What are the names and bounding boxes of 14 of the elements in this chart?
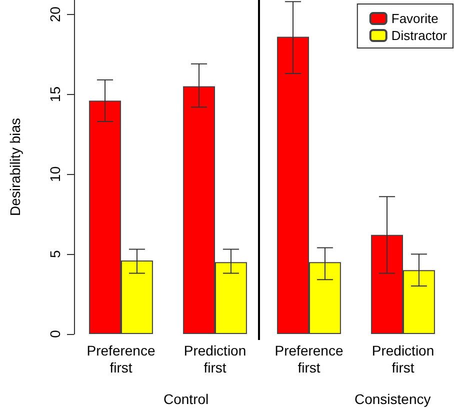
y-tick-label: 0 [47,330,63,338]
text: Control [163,391,209,407]
y-tick-label: 20 [47,6,63,22]
x-tick-label: Preference first [274,342,344,376]
legend-label: Favorite [391,11,438,26]
y-axis-title: Desirability bias [7,118,23,216]
y-tick-label: 15 [47,86,63,102]
x-tick-label: Prediction first [184,342,246,376]
y-tick-label: 10 [47,166,63,182]
x-tick-label: Prediction first [372,342,434,376]
text: Consistency [354,391,431,407]
y-tick-label: 5 [47,250,63,258]
legend-label: Distractor [391,28,448,43]
x-tick-label: Preference first [86,342,156,376]
